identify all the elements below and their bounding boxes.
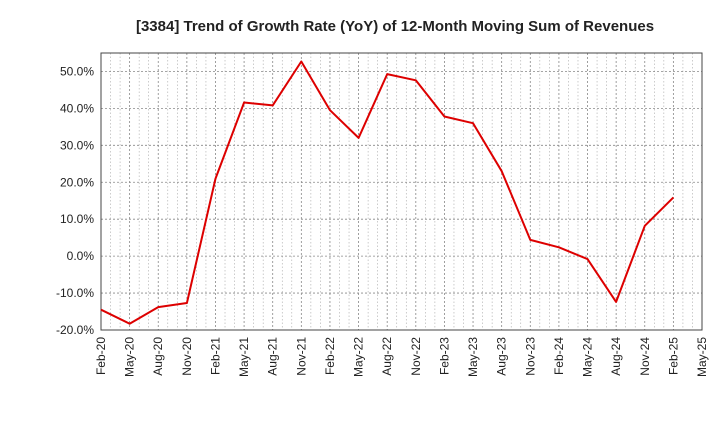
y-tick-label: 40.0% xyxy=(60,101,94,115)
y-axis-tick-labels: -20.0% -10.0% 0.0% 10.0% 20.0% 30.0% 40.0% 50.0… xyxy=(56,64,94,337)
y-tick-label: -10.0% xyxy=(56,286,94,300)
x-tick-label: May-20 xyxy=(123,337,137,377)
x-tick-label: Nov-21 xyxy=(294,337,308,376)
x-tick-label: Nov-24 xyxy=(638,337,652,376)
x-tick-label: May-24 xyxy=(581,337,595,377)
x-tick-label: Nov-22 xyxy=(409,337,423,376)
y-tick-label: 10.0% xyxy=(60,212,94,226)
y-tick-label: 30.0% xyxy=(60,138,94,152)
x-tick-label: Aug-23 xyxy=(495,337,509,376)
chart-title: [3384] Trend of Growth Rate (YoY) of 12-… xyxy=(136,18,654,35)
y-tick-label: 20.0% xyxy=(60,175,94,189)
x-tick-label: Feb-21 xyxy=(208,337,222,375)
x-tick-label: Nov-23 xyxy=(523,337,537,376)
series-line xyxy=(100,60,675,325)
x-tick-label: Aug-24 xyxy=(609,337,623,376)
x-tick-label: Feb-23 xyxy=(437,337,451,375)
x-tick-label: May-25 xyxy=(695,337,709,377)
y-tick-label: 0.0% xyxy=(67,249,95,263)
x-tick-label: May-21 xyxy=(237,337,251,377)
y-tick-label: 50.0% xyxy=(60,64,94,78)
grid-lines xyxy=(101,53,702,330)
x-tick-label: Aug-22 xyxy=(380,337,394,376)
x-tick-label: Feb-22 xyxy=(323,337,337,375)
series-layer xyxy=(100,60,675,325)
x-tick-label: Nov-20 xyxy=(180,337,194,376)
x-axis-tick-labels: Feb-20 May-20 Aug-20 Nov-20 Feb-21 May-21 Aug-… xyxy=(94,337,709,377)
x-tick-label: Feb-25 xyxy=(666,337,680,375)
x-tick-label: May-22 xyxy=(352,337,366,377)
plot-area-frame xyxy=(100,52,703,331)
x-tick-label: Feb-24 xyxy=(552,337,566,375)
y-tick-label: -20.0% xyxy=(56,323,94,337)
x-tick-label: Aug-21 xyxy=(266,337,280,376)
x-tick-label: Aug-20 xyxy=(151,337,165,376)
x-tick-label: May-23 xyxy=(466,337,480,377)
x-tick-label: Feb-20 xyxy=(94,337,108,375)
